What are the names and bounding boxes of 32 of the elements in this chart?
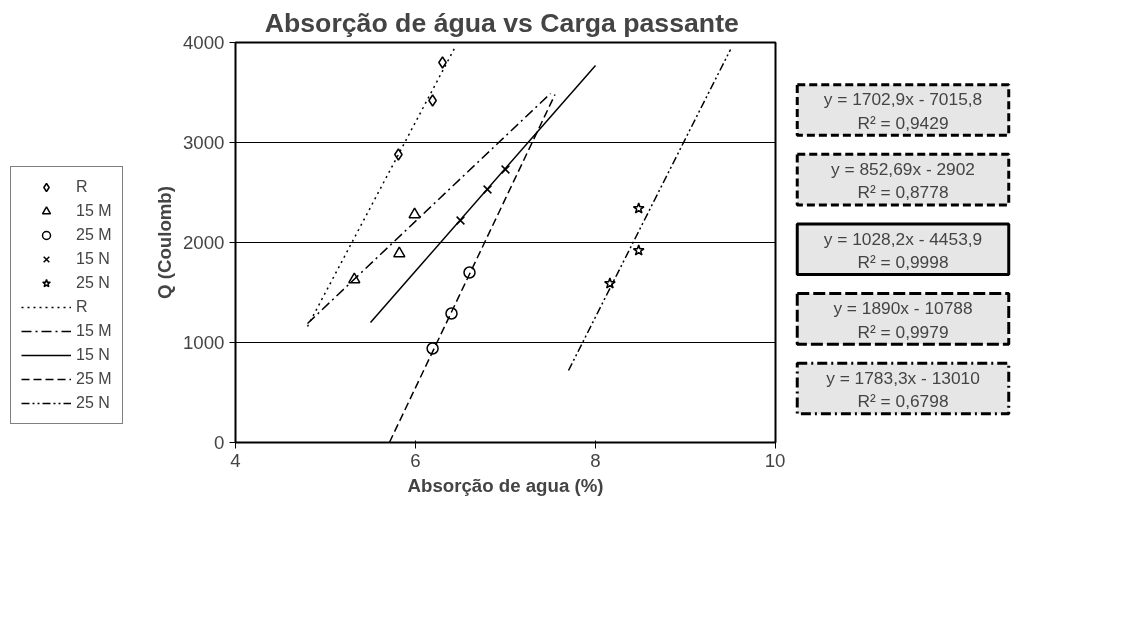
legend-label: 15 N: [76, 250, 110, 268]
text: y = 1783,3x - 13010: [826, 367, 980, 388]
text: R² = 0,6798: [857, 391, 949, 412]
legend-label: R: [76, 178, 89, 196]
y-tick-label: 4000: [183, 32, 225, 53]
text: y = 1890x - 10788: [833, 298, 973, 319]
legend-label: 25 M: [76, 226, 112, 244]
x-tick-label: 8: [590, 449, 601, 471]
text: R² = 0,9979: [857, 321, 949, 342]
text: y = 1028,2x - 4453,9: [823, 228, 983, 249]
x-tick-label: 6: [410, 449, 421, 471]
x-tick-label: 4: [230, 449, 241, 471]
text: R² = 0,9429: [857, 112, 949, 133]
legend-label: 25 N: [76, 394, 110, 412]
text: y = 1702,9x - 7015,8: [823, 89, 983, 110]
y-tick-label: 3000: [183, 132, 225, 153]
legend-label: 15 M: [76, 322, 112, 340]
chart-title: Absorção de água vs Carga passante: [264, 7, 739, 38]
legend-label: 15 N: [76, 346, 110, 364]
text: y = 852,69x - 2902: [830, 159, 976, 180]
text: R² = 0,9998: [857, 251, 949, 272]
legend-label: 25 M: [76, 370, 112, 388]
y-tick-label: 0: [214, 432, 225, 453]
legend-label: 15 M: [76, 202, 112, 220]
x-tick-label: 10: [764, 449, 786, 471]
y-tick-label: 1000: [183, 332, 225, 353]
legend-label: 25 N: [76, 274, 110, 292]
y-tick-label: 2000: [183, 232, 225, 253]
legend-label: R: [76, 298, 89, 316]
x-axis-title: Absorção de agua (%): [407, 474, 604, 496]
y-axis-title: Q (Coulomb): [154, 186, 175, 299]
text: R² = 0,8778: [857, 182, 949, 203]
